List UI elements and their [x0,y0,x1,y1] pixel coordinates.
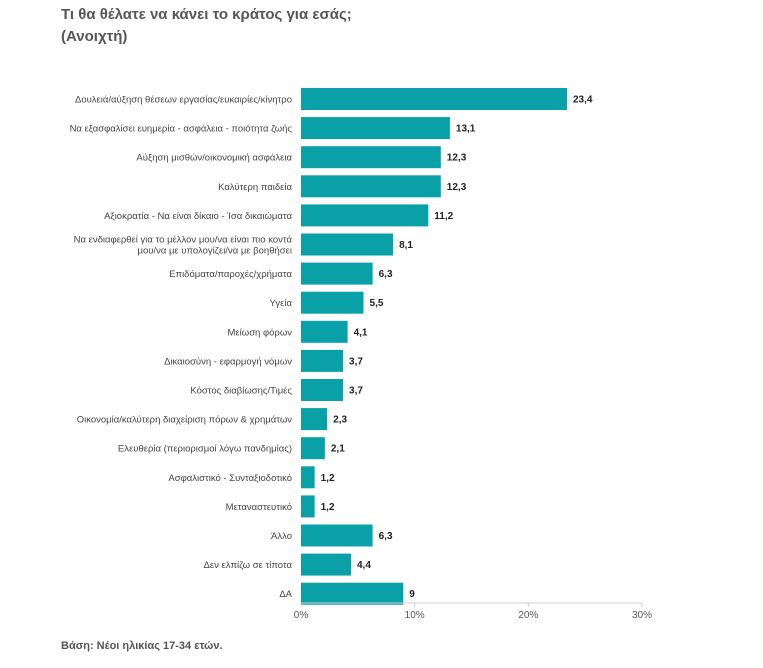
value-label: 2,1 [331,444,345,455]
bar [301,175,441,198]
category-label: Υγεία [270,298,293,309]
category-label: Αξιοκρατία - Να είναι δίκαιο - Ίσα δικαι… [104,211,292,222]
category-label: Καλύτερη παιδεία [218,182,292,193]
value-label: 4,4 [357,560,371,571]
value-label: 4,1 [354,327,368,338]
value-label: 6,3 [379,531,393,542]
x-tick-label: 20% [518,610,538,621]
value-label: 5,5 [370,298,384,309]
value-label: 2,3 [333,415,347,426]
category-label: Να ενδιαφερθεί για το μέλλον μου/να είνα… [74,235,293,257]
category-label: Άλλο [271,531,292,542]
value-label: 1,2 [321,502,335,513]
bar [301,408,328,431]
bar [301,553,352,576]
bar [301,495,315,518]
category-label: Να εξασφαλίσει ευημερία - ασφάλεια - ποι… [70,124,293,135]
category-label: Δικαιοσύνη - εφαρμογή νόμων [164,356,292,367]
bar [301,582,404,605]
value-label: 12,3 [447,182,467,193]
value-label: 6,3 [379,269,393,280]
x-tick-label: 10% [405,610,425,621]
category-label: Μεταναστευτικό [226,502,292,513]
bar [301,524,373,547]
value-label: 8,1 [399,240,413,251]
category-label: Μείωση φόρων [228,327,293,338]
category-label: Οικονομία/καλύτερη διαχείριση πόρων & χρ… [77,415,293,426]
value-label: 3,7 [349,386,363,397]
bar [301,262,373,285]
x-tick-label: 30% [632,610,652,621]
x-tick-label: 0% [294,610,309,621]
chart-subtitle: (Ανοιχτή) [61,28,128,45]
bar [301,466,315,489]
value-label: 13,1 [456,124,476,135]
bar [301,349,344,372]
value-label: 9 [409,589,415,600]
value-label: 11,2 [434,211,453,222]
bar [301,320,348,343]
bar [301,117,450,140]
category-label: Δουλειά/αύξηση θέσεων εργασίας/ευκαιρίες… [75,95,292,106]
category-label: ΔΑ [279,589,292,600]
value-label: 23,4 [573,95,593,106]
bar [301,233,394,256]
bar [301,291,364,314]
category-label: Αύξηση μισθών/οικονομική ασφάλεια [136,153,292,164]
value-label: 3,7 [349,356,363,367]
category-label: Κόστος διαβίωσης/Τιμές [190,386,292,397]
category-label: Δεν ελπίζω σε τίποτα [203,560,292,571]
chart-title: Τι θα θέλατε να κάνει το κράτος για εσάς… [61,6,352,23]
bar [301,204,429,227]
bar [301,437,325,460]
bar [301,146,441,169]
bar [301,88,567,110]
footnote: Βάση: Νέοι ηλικίας 17-34 ετών. [61,640,223,652]
value-label: 12,3 [447,153,467,164]
category-label: Επιδόματα/παροχές/χρήματα [169,269,292,280]
category-label: Ελευθερία (περιορισμοί λόγω πανδημίας) [118,444,292,455]
category-label: Ασφαλιστικό - Συνταξιοδοτικό [168,473,292,484]
value-label: 1,2 [321,473,335,484]
bar [301,379,344,401]
